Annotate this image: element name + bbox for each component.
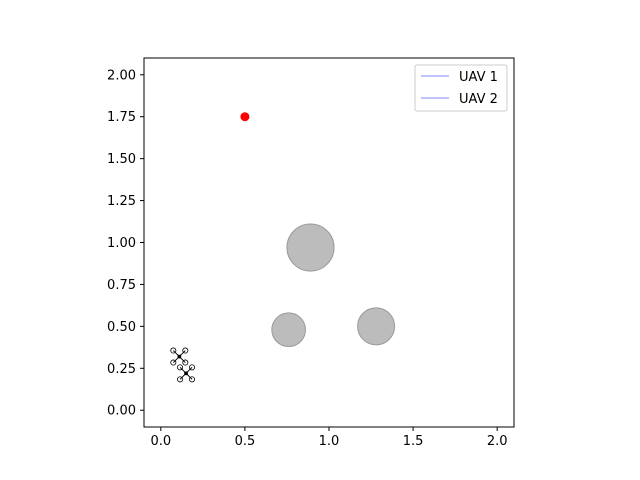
legend: UAV 1 UAV 2 bbox=[414, 64, 508, 112]
y-tick-label: 1.75 bbox=[107, 110, 136, 125]
obstacle-3 bbox=[357, 307, 396, 346]
axis-ticks: 0.0 0.5 1.0 1.5 2.0 0.00 0.25 0.50 0.75 1.00 1.25 1… bbox=[107, 68, 507, 449]
legend-label-uav-2: UAV 2 bbox=[459, 92, 498, 107]
x-tick-label: 1.0 bbox=[319, 434, 340, 449]
x-tick-label: 2.0 bbox=[487, 434, 508, 449]
obstacle-2 bbox=[271, 312, 306, 348]
y-tick-label: 0.25 bbox=[107, 362, 136, 377]
y-tick-label: 0.00 bbox=[107, 404, 136, 419]
x-tick-label: 1.5 bbox=[403, 434, 424, 449]
legend-label-uav-1: UAV 1 bbox=[459, 70, 498, 85]
y-tick-label: 0.50 bbox=[107, 320, 136, 335]
x-tick-label: 0.5 bbox=[235, 434, 256, 449]
plot-area bbox=[170, 112, 396, 383]
y-tick-label: 1.00 bbox=[107, 236, 136, 251]
uav-1-marker bbox=[170, 347, 189, 366]
y-tick-label: 0.75 bbox=[107, 278, 136, 293]
x-tick-label: 0.0 bbox=[150, 434, 171, 449]
y-tick-label: 1.25 bbox=[107, 194, 136, 209]
target-point bbox=[240, 112, 250, 122]
uav-2-marker bbox=[177, 364, 196, 383]
obstacle-1 bbox=[286, 223, 335, 272]
y-tick-label: 2.00 bbox=[107, 68, 136, 83]
y-tick-label: 1.50 bbox=[107, 152, 136, 167]
